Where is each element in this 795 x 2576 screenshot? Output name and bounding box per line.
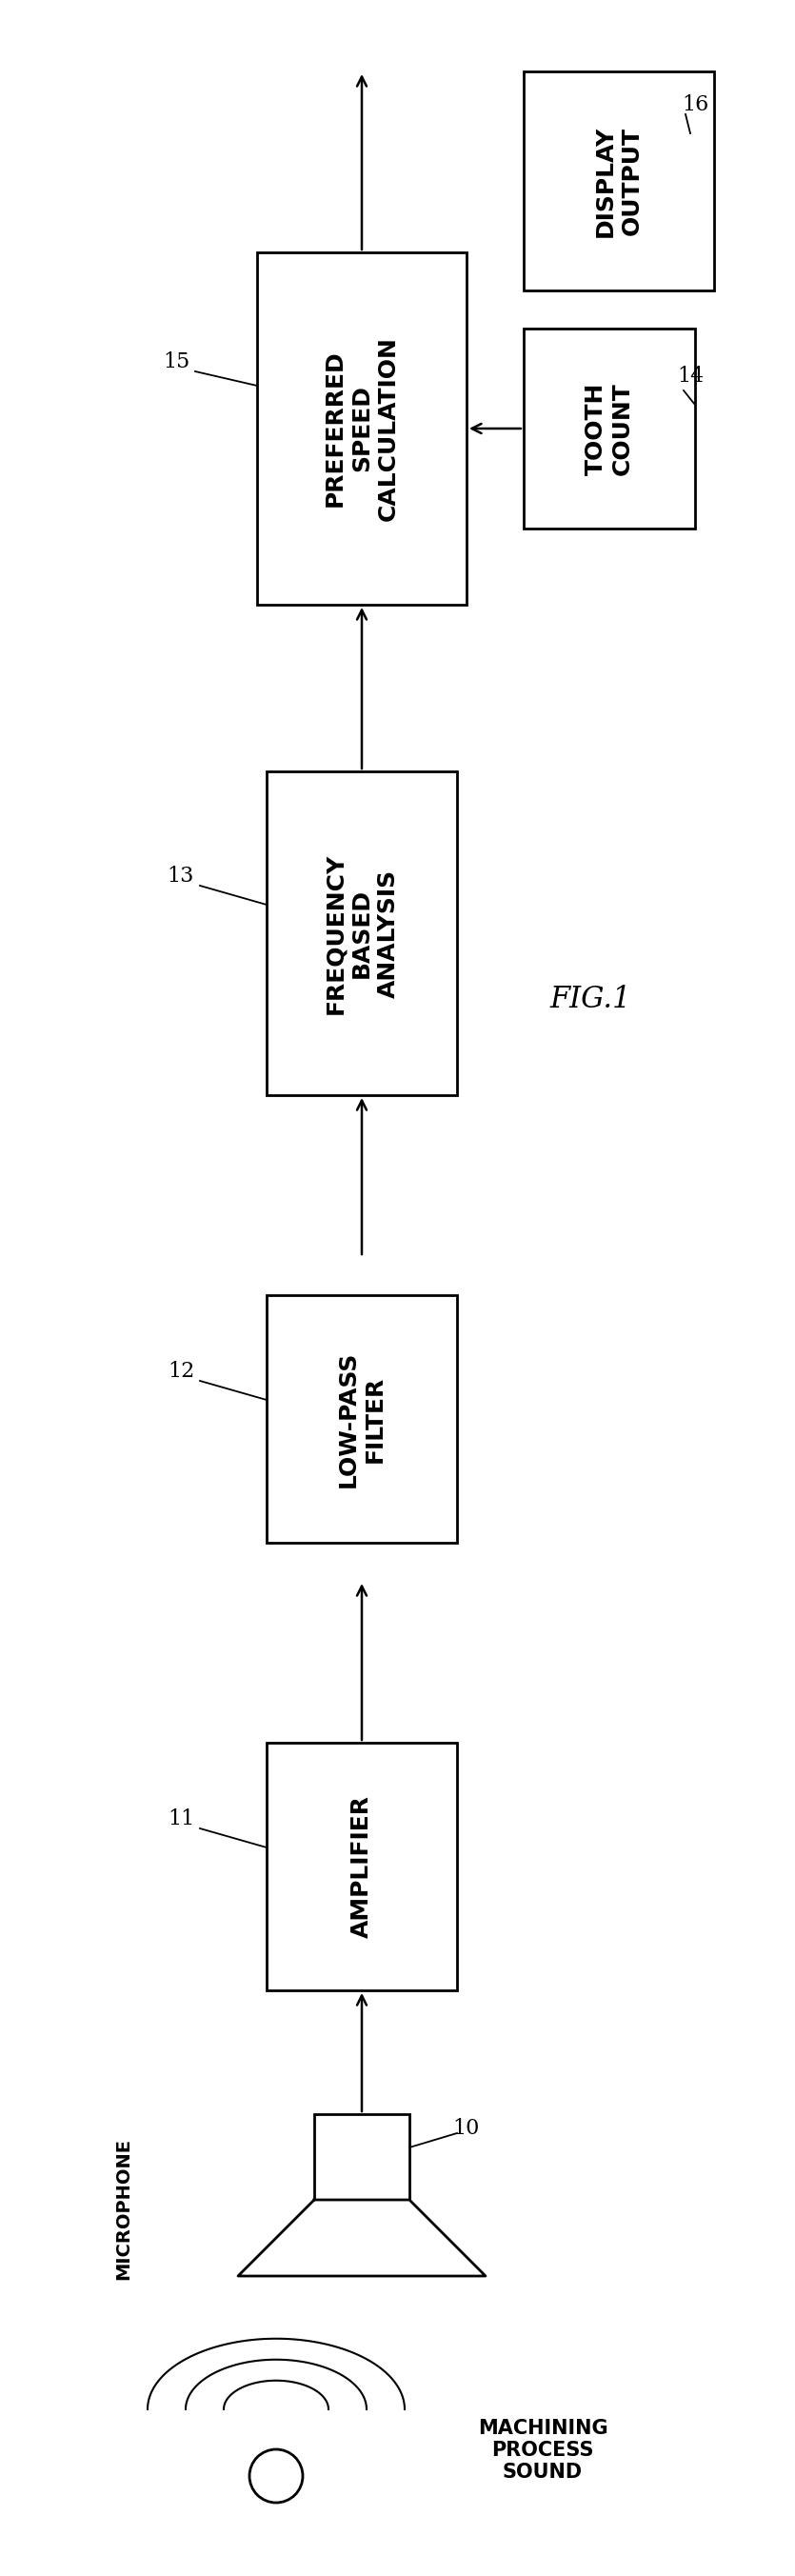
Text: 12: 12 xyxy=(168,1360,194,1381)
Text: 15: 15 xyxy=(163,350,189,374)
Text: PREFERRED
SPEED
CALCULATION: PREFERRED SPEED CALCULATION xyxy=(324,337,400,520)
Text: 11: 11 xyxy=(168,1808,194,1829)
Bar xyxy=(524,72,714,291)
Text: FREQUENCY
BASED
ANALYSIS: FREQUENCY BASED ANALYSIS xyxy=(324,853,400,1015)
Circle shape xyxy=(250,2450,303,2504)
Bar xyxy=(266,1296,457,1543)
Text: 10: 10 xyxy=(453,2117,480,2138)
Text: 16: 16 xyxy=(681,95,708,116)
Polygon shape xyxy=(238,2200,486,2277)
Text: LOW-PASS
FILTER: LOW-PASS FILTER xyxy=(337,1350,386,1486)
Text: 14: 14 xyxy=(677,366,704,386)
Text: FIG.1: FIG.1 xyxy=(549,984,631,1015)
Bar xyxy=(257,252,467,605)
Text: MICROPHONE: MICROPHONE xyxy=(114,2138,133,2280)
Bar xyxy=(266,770,457,1095)
Text: AMPLIFIER: AMPLIFIER xyxy=(351,1795,373,1937)
Text: DISPLAY
OUTPUT: DISPLAY OUTPUT xyxy=(594,126,643,237)
Bar xyxy=(314,2115,409,2200)
Text: MACHINING
PROCESS
SOUND: MACHINING PROCESS SOUND xyxy=(478,2419,607,2483)
Text: TOOTH
COUNT: TOOTH COUNT xyxy=(584,381,634,474)
Bar xyxy=(266,1744,457,1991)
Text: 13: 13 xyxy=(168,866,195,886)
Bar xyxy=(524,330,695,528)
